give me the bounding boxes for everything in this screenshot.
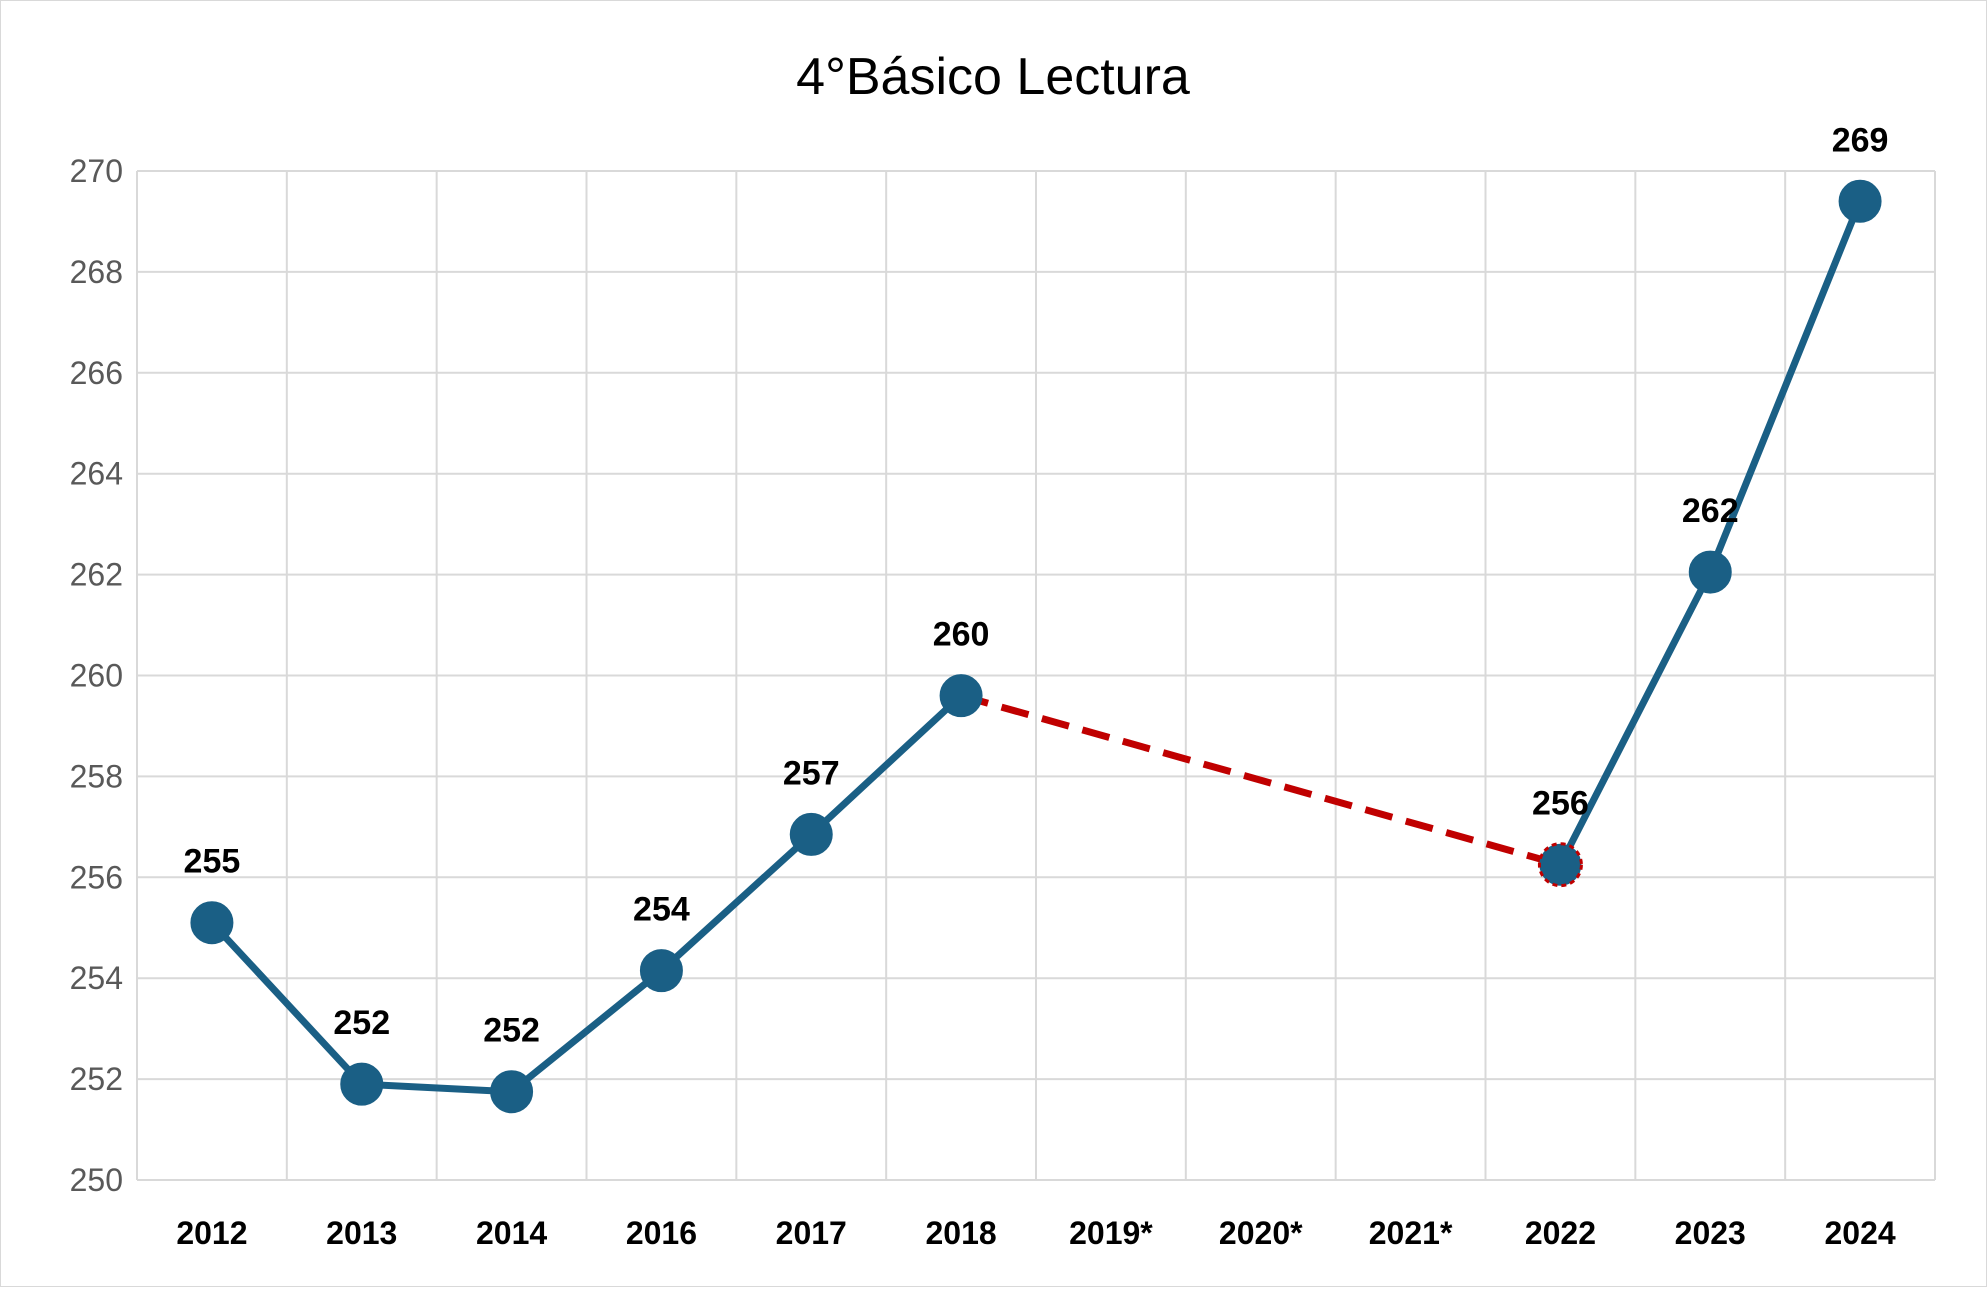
x-tick-label: 2022: [1525, 1215, 1596, 1251]
data-label: 252: [333, 1004, 390, 1042]
data-label: 255: [184, 843, 241, 881]
x-tick-label: 2020*: [1219, 1215, 1303, 1251]
x-tick-label: 2019*: [1069, 1215, 1153, 1251]
data-label: 262: [1682, 492, 1739, 530]
y-tick-label: 250: [70, 1162, 123, 1198]
y-tick-label: 270: [70, 153, 123, 189]
y-tick-label: 258: [70, 758, 123, 794]
x-tick-label: 2016: [626, 1215, 697, 1251]
data-label: 257: [783, 754, 840, 792]
series-line-segment: [1556, 568, 1714, 869]
gap-connector-line: [960, 692, 1562, 869]
x-axis: 2012 2013 2014 2016 2017 2018 2019* 2020* 2021* 2…: [176, 1215, 1896, 1251]
data-point: [639, 949, 683, 993]
y-tick-label: 256: [70, 859, 123, 895]
x-tick-label: 2017: [776, 1215, 847, 1251]
x-tick-label: 2023: [1675, 1215, 1746, 1251]
y-axis: 250 252 254 256 258 260 262 264 266 268 270: [70, 153, 123, 1198]
y-tick-label: 254: [70, 960, 123, 996]
gridlines: [136, 170, 1936, 1181]
series-points: [190, 179, 1882, 1114]
y-tick-label: 262: [70, 557, 123, 593]
data-label: 254: [633, 891, 690, 929]
x-tick-label: 2014: [476, 1215, 547, 1251]
x-tick-label: 2021*: [1369, 1215, 1453, 1251]
series-line-segment: [208, 919, 366, 1088]
data-point: [490, 1070, 534, 1114]
y-tick-label: 252: [70, 1061, 123, 1097]
data-point: [190, 901, 234, 945]
data-label: 252: [483, 1012, 540, 1050]
data-label: 256: [1532, 785, 1589, 823]
x-tick-label: 2024: [1824, 1215, 1895, 1251]
data-point: [1537, 842, 1583, 888]
data-label: 269: [1832, 121, 1889, 159]
series-lines: [208, 197, 1864, 1096]
series-line-segment: [657, 830, 815, 975]
series-line-segment: [358, 1080, 516, 1096]
y-tick-label: 264: [70, 456, 123, 492]
x-tick-label: 2018: [925, 1215, 996, 1251]
data-label: 260: [933, 616, 990, 654]
data-point: [939, 674, 983, 718]
data-labels: 255 252 252 254 257 260 256 262 269: [184, 121, 1889, 1049]
y-tick-label: 260: [70, 658, 123, 694]
y-tick-label: 268: [70, 254, 123, 290]
series-line-segment: [1706, 197, 1864, 576]
data-point: [1838, 179, 1882, 223]
data-point: [789, 812, 833, 856]
series-line-segment: [807, 692, 965, 838]
series-line-segment: [508, 967, 665, 1096]
data-point: [1688, 550, 1732, 594]
y-tick-label: 266: [70, 355, 123, 391]
x-tick-label: 2013: [326, 1215, 397, 1251]
chart-title: 4°Básico Lectura: [796, 48, 1190, 106]
x-tick-label: 2012: [176, 1215, 247, 1251]
data-point: [340, 1062, 384, 1106]
